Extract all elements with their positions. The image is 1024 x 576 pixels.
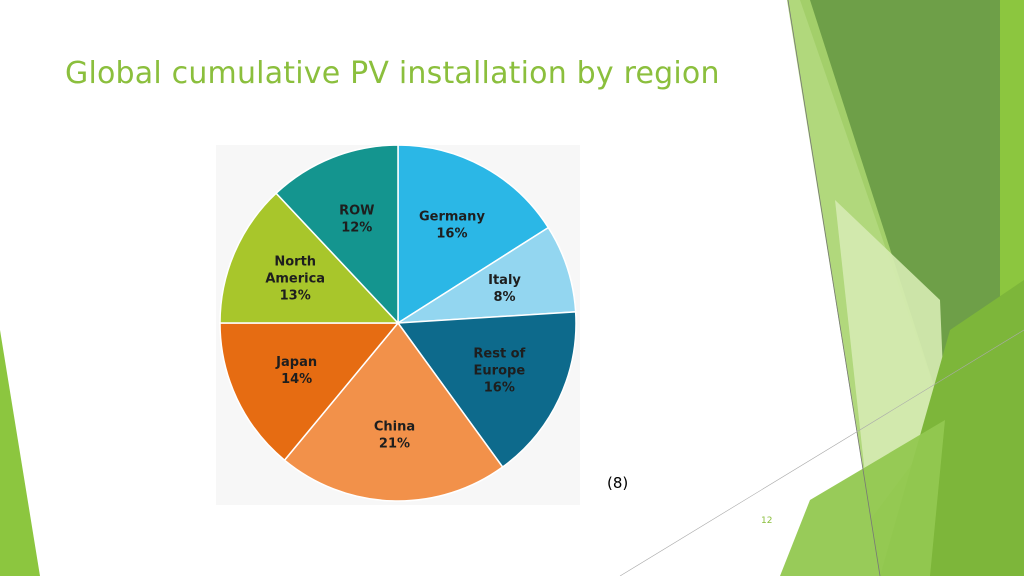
pie-label-north-america: North America 13% [265, 255, 325, 304]
page-number: 12 [761, 516, 773, 526]
pie-label-china: China 21% [374, 419, 415, 451]
pie-slice-rest-of-europe [396, 311, 577, 469]
pie-slice-italy [397, 226, 577, 324]
pie-label-japan: Japan 14% [275, 355, 317, 387]
deco-thin-line [787, 0, 881, 576]
deco-facet-bottom [780, 420, 945, 576]
pie-slice-germany [397, 145, 550, 325]
deco-left-sliver [0, 330, 40, 576]
pie-label-italy: Italy 8% [488, 273, 521, 305]
deco-facet-dark [800, 0, 1000, 420]
deco-thin-line-2 [619, 329, 1024, 576]
pie-slice-china [283, 321, 504, 502]
citation-reference: (8) [607, 474, 629, 492]
pie-slice-japan [219, 322, 400, 462]
pie-label-row: ROW 12% [339, 203, 374, 235]
pie-label-germany: Germany 16% [419, 209, 485, 241]
pie-slice-row [275, 145, 399, 325]
pie-label-rest-of-europe: Rest of Europe 16% [473, 347, 525, 396]
slide-title: Global cumulative PV installation by reg… [65, 56, 720, 91]
pie-chart: Germany 16%Italy 8% Rest of Europe 16% China 21… [216, 145, 580, 505]
pie-slice-north-america [219, 192, 400, 324]
